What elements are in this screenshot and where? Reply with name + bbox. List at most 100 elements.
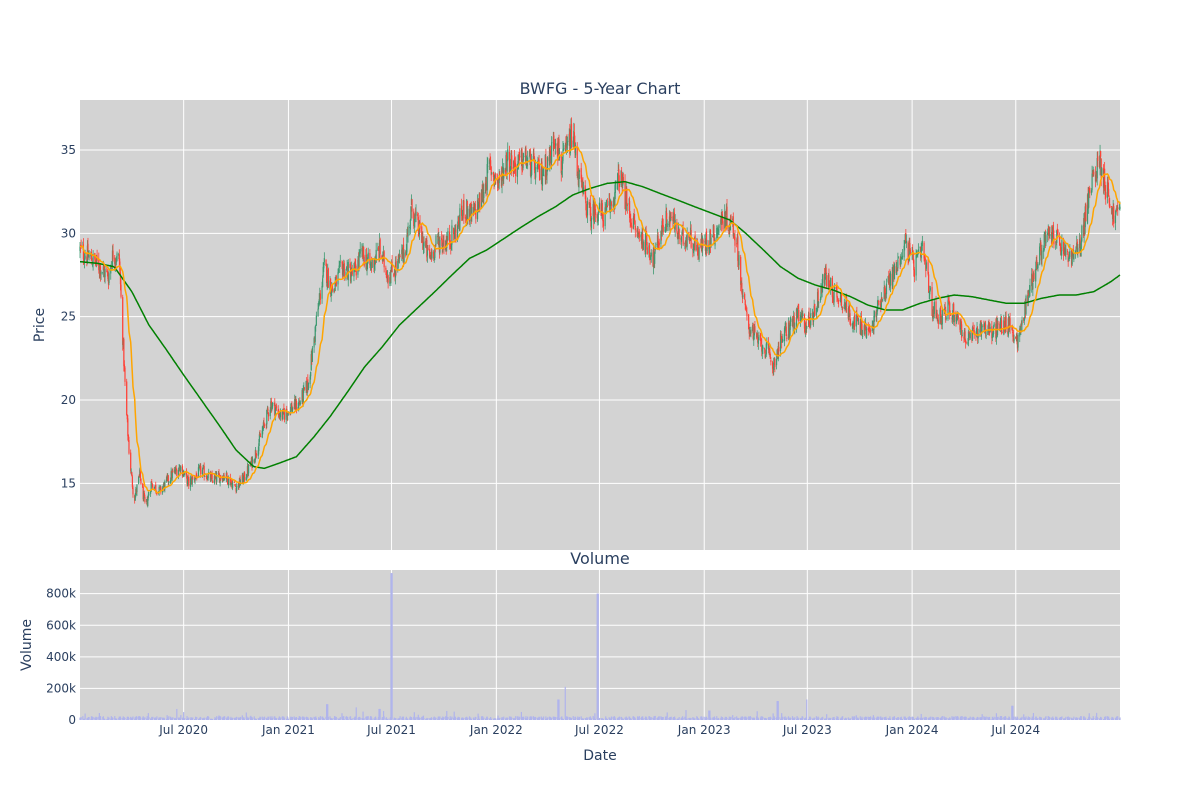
candle-body: [740, 256, 742, 285]
volume-bar: [91, 716, 93, 720]
candle-body: [1028, 292, 1030, 296]
volume-bar: [1009, 718, 1011, 720]
candle-body: [112, 250, 114, 260]
candle-body: [716, 227, 718, 238]
candle-body: [803, 314, 806, 329]
volume-bar: [80, 717, 82, 720]
candle-body: [391, 261, 393, 273]
candle-body: [812, 313, 815, 322]
volume-bar: [889, 718, 892, 720]
candle-body: [786, 337, 788, 339]
moving-average-long-line: [80, 180, 1121, 470]
candle-body: [666, 212, 668, 229]
candle-body: [745, 307, 747, 310]
volume-bar: [407, 719, 409, 720]
volume-bar: [881, 717, 884, 720]
volume-bar: [451, 716, 453, 720]
volume-bar: [527, 716, 529, 720]
volume-bar: [172, 717, 174, 720]
candle-body: [199, 466, 201, 468]
candle-body: [323, 263, 325, 269]
volume-bar: [997, 716, 999, 720]
volume-bar: [1088, 713, 1090, 720]
volume-bar: [678, 717, 680, 720]
candle-body: [295, 400, 298, 410]
volume-bar: [102, 716, 104, 720]
volume-bar: [482, 716, 484, 720]
volume-bar: [582, 718, 585, 720]
candle-body: [517, 161, 519, 167]
volume-bar: [1089, 716, 1091, 720]
candle-body: [997, 323, 999, 325]
candle-body: [349, 264, 351, 268]
volume-bar: [543, 716, 545, 720]
candle-body: [629, 200, 631, 218]
candle-body: [896, 268, 898, 275]
candle-body: [965, 340, 967, 343]
candle-body: [353, 264, 356, 269]
volume-bar: [179, 717, 181, 720]
volume-bar: [455, 718, 457, 720]
volume-bar: [395, 718, 397, 720]
candle-body: [234, 483, 236, 486]
candle-body: [678, 229, 680, 240]
candle-body: [789, 327, 791, 336]
volume-bar: [1056, 716, 1058, 720]
candle-body: [132, 487, 134, 495]
candle-body: [861, 323, 863, 336]
volume-bar: [1049, 717, 1051, 720]
candle-body: [588, 202, 590, 205]
volume-bar: [550, 717, 553, 720]
volume-bar: [846, 718, 848, 720]
volume-bar: [148, 717, 150, 720]
volume-bar: [104, 719, 106, 720]
volume-bar: [433, 716, 435, 720]
volume-bar: [730, 716, 732, 720]
volume-bar: [232, 717, 234, 720]
volume-bar: [570, 718, 573, 720]
candle-body: [740, 280, 742, 285]
candle-body: [167, 475, 169, 483]
candle-body: [614, 192, 616, 209]
candle-body: [177, 469, 180, 476]
candle-body: [337, 269, 340, 273]
price-y-axis-label: Price: [32, 308, 48, 342]
candle-body: [138, 475, 140, 477]
volume-bar: [709, 710, 711, 720]
candle-body: [741, 291, 743, 298]
volume-bar: [499, 717, 501, 720]
candle-body: [664, 229, 667, 233]
volume-bar: [837, 716, 839, 720]
candle-body: [1093, 171, 1095, 175]
candle-body: [511, 155, 513, 170]
volume-bar: [612, 716, 614, 720]
candle-body: [208, 471, 210, 474]
volume-bar: [1067, 716, 1069, 720]
volume-bar: [876, 716, 878, 720]
candle-body: [633, 215, 635, 227]
candle-body: [462, 209, 464, 216]
candle-body: [90, 251, 92, 261]
candle-body: [893, 264, 896, 280]
volume-bar: [987, 717, 990, 720]
volume-bar: [685, 710, 687, 720]
volume-bar: [84, 713, 86, 720]
candle-body: [426, 245, 429, 256]
volume-bar: [385, 717, 388, 720]
candle-body: [517, 154, 520, 164]
candle-body: [232, 482, 234, 488]
candle-body: [917, 249, 919, 254]
candle-body: [533, 157, 536, 171]
candle-body: [799, 315, 802, 322]
volume-bar: [168, 716, 170, 720]
volume-y-tick-label: 0: [68, 713, 76, 727]
candle-body: [951, 315, 954, 321]
volume-bar: [867, 716, 869, 720]
volume-bar: [904, 716, 906, 720]
volume-bar: [423, 718, 425, 720]
candle-body: [127, 418, 129, 437]
candle-body: [676, 232, 679, 239]
volume-bar: [167, 717, 169, 720]
volume-bar: [602, 719, 605, 720]
volume-bar: [649, 717, 651, 720]
